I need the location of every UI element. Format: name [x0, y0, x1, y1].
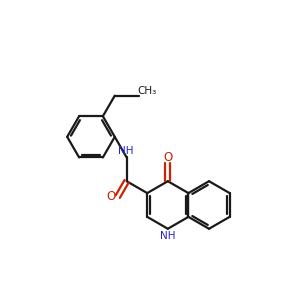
Text: CH₃: CH₃	[138, 86, 157, 96]
Text: NH: NH	[118, 146, 134, 156]
Text: NH: NH	[160, 231, 176, 241]
Text: O: O	[163, 151, 172, 164]
Text: O: O	[106, 190, 116, 203]
